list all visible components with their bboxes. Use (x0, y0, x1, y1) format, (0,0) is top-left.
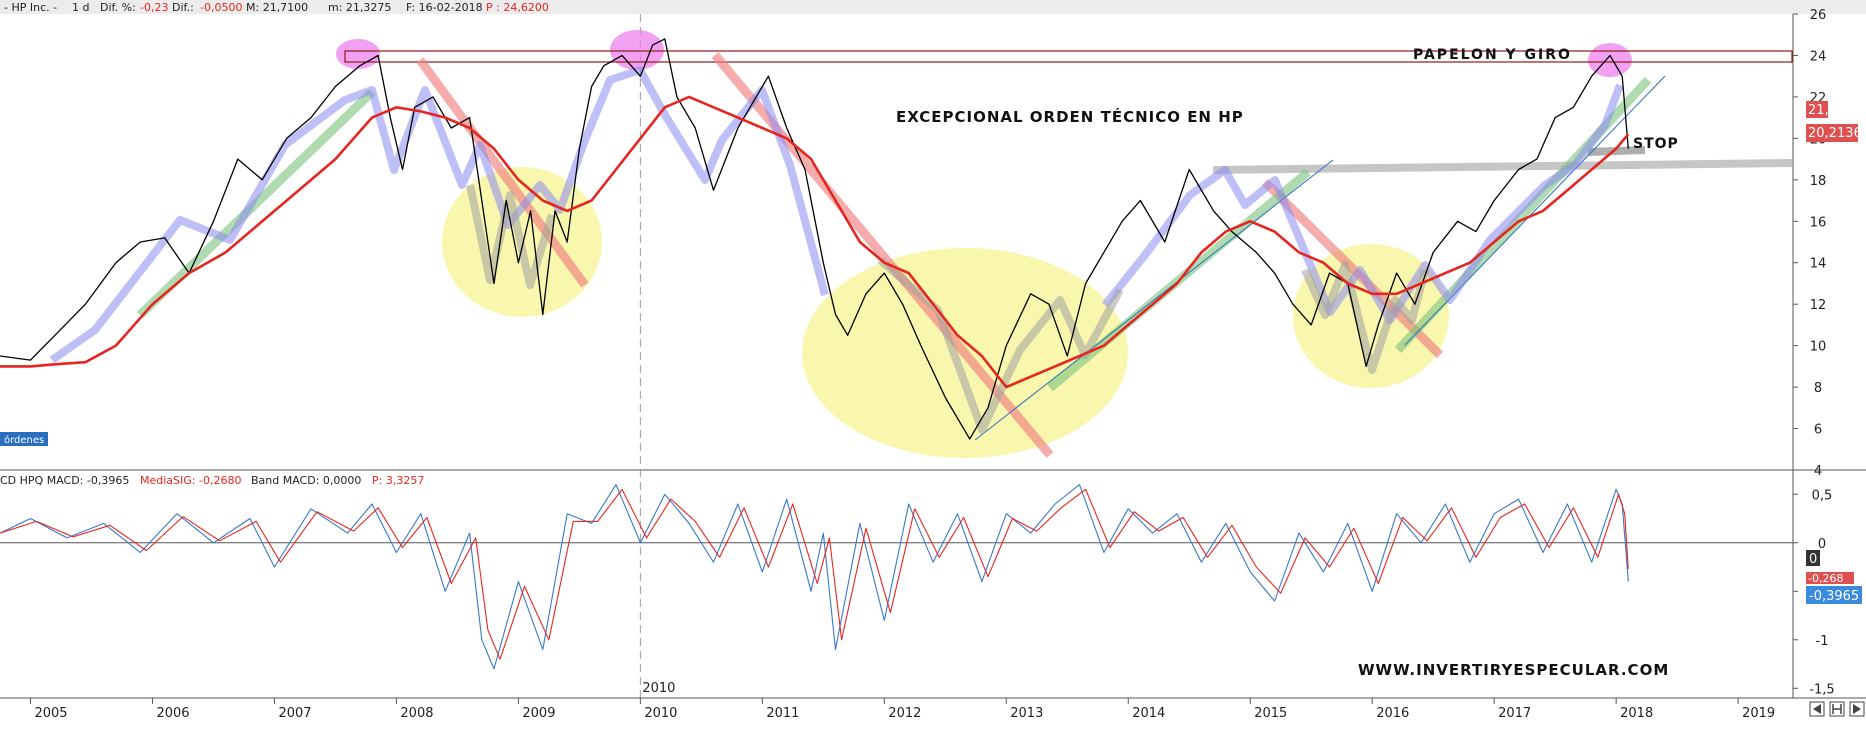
annotations-overlay (49, 30, 1793, 458)
max-label: M: 21,7100 (246, 1, 308, 14)
macd-signal: MediaSIG: -0,2680 (140, 474, 241, 487)
nav-last-glyph (1853, 704, 1861, 714)
min-label: m: 21,3275 (328, 1, 391, 14)
price-y-tick-label: 26 (1810, 8, 1827, 23)
price-tag-close-label: 21,4 (1808, 103, 1837, 118)
swing-zigzag-grey-2009 (466, 184, 556, 289)
price-y-tick-label: 6 (1814, 423, 1822, 438)
price-series-group (0, 38, 1630, 440)
info-bar (0, 0, 1866, 14)
year-marker-label: 2010 (642, 681, 675, 696)
change-pct-label: Dif. %: (100, 1, 136, 14)
price-tag-ma-label: 20,2136 (1808, 126, 1862, 141)
change-pct-value: -0,23 (140, 1, 168, 14)
period-label: 1 d (72, 1, 89, 14)
macd-line (0, 484, 1629, 670)
price-label: P : 24,6200 (486, 1, 549, 14)
x-tick-label: 2008 (400, 706, 433, 721)
orders-tag[interactable] (0, 432, 48, 446)
downtrend-band-2015 (1261, 178, 1444, 359)
x-tick-label: 2006 (156, 706, 189, 721)
price-y-axis: 468101214161820222426 (1793, 8, 1826, 479)
info-bar-text: - HP Inc. - 1 d Dif. %: -0,23 Dif.: -0,0… (4, 1, 549, 14)
chart-title-annotation: EXCEPCIONAL ORDEN TÉCNICO EN HP (896, 107, 1244, 126)
x-tick-label: 2017 (1498, 706, 1531, 721)
x-tick-label: 2009 (522, 706, 555, 721)
price-y-tick-label: 12 (1810, 298, 1827, 313)
x-tick-label: 2015 (1254, 706, 1287, 721)
macd-header: CD HPQ MACD: -0,3965 MediaSIG: -0,2680 B… (0, 474, 424, 487)
ticker-label: - HP Inc. - (4, 1, 57, 14)
macd-tag-value (1806, 586, 1862, 604)
macd-y-tick-label: 0,5 (1812, 488, 1833, 503)
top-circle-2010 (610, 30, 664, 70)
date-label: F: 16-02-2018 (406, 1, 483, 14)
resistance-box (344, 50, 1793, 63)
price-y-tick-label: 8 (1814, 381, 1822, 396)
macd-y-tick-label: 0 (1818, 537, 1826, 552)
price-y-tick-label: 14 (1810, 257, 1827, 272)
macd-y-tick-label: -1,5 (1809, 682, 1834, 697)
nav-first-glyph (1813, 704, 1821, 714)
swing-zigzag-grey-2016 (1301, 261, 1429, 374)
price-y-tick-label: 24 (1810, 49, 1827, 64)
price-y-tick-label: 16 (1810, 215, 1827, 230)
diff-value: -0,0500 (200, 1, 242, 14)
price-moving-average-line (0, 95, 1630, 389)
macd-tag-zero-label: 0 (1809, 552, 1817, 567)
nav-fit-glyph (1832, 704, 1842, 714)
macd-band: Band MACD: 0,0000 (251, 474, 361, 487)
x-tick-label: 2010 (644, 706, 677, 721)
orders-tag-label: órdenes (4, 434, 44, 446)
x-tick-label: 2005 (34, 706, 67, 721)
macd-series-group (0, 484, 1793, 670)
macd-tag-hidden-label: -0,268 (1808, 572, 1843, 585)
price-y-tick-label: 4 (1814, 464, 1822, 479)
highlight-ellipse-2016 (1293, 244, 1449, 388)
macd-tag-value-label: -0,3965 (1809, 589, 1859, 604)
price-tag-ma (1806, 124, 1858, 142)
support-band (1212, 159, 1793, 174)
uptrend-band-2006 (136, 88, 376, 319)
diff-label: Dif.: (172, 1, 194, 14)
price-y-tick-label: 18 (1810, 174, 1827, 189)
x-tick-label: 2016 (1376, 706, 1409, 721)
x-tick-label: 2014 (1132, 706, 1165, 721)
macd-y-tick-label: -1 (1816, 634, 1829, 649)
papelon-annotation: PAPELON Y GIRO (1413, 47, 1572, 63)
trendline-long (974, 159, 1334, 441)
website-annotation: WWW.INVERTIRYESPECULAR.COM (1358, 661, 1669, 679)
x-tick-label: 2011 (766, 706, 799, 721)
x-tick-label: 2013 (1010, 706, 1043, 721)
downtrend-band-2008 (416, 57, 589, 288)
macd-tag-zero (1806, 550, 1820, 566)
x-axis: 2005 2006 2007 2008 2009 2010 2011 2012 2013 2014… (29, 698, 1775, 721)
macd-name: CD HPQ MACD: -0,3965 (0, 474, 129, 487)
macd-tag-hidden (1806, 572, 1854, 584)
macd-p-value: P: 3,3257 (372, 474, 424, 487)
stop-annotation: STOP (1633, 136, 1679, 152)
macd-signal-line (0, 488, 1629, 660)
x-tick-label: 2018 (1620, 706, 1653, 721)
price-y-tick-label: 10 (1810, 340, 1827, 355)
price-close-line (0, 38, 1629, 440)
top-circle-2018 (1588, 43, 1632, 77)
top-circle-2007 (336, 39, 380, 69)
x-tick-label: 2019 (1742, 706, 1775, 721)
price-tag-close (1806, 101, 1828, 118)
swing-zigzag-a (49, 66, 829, 364)
x-tick-label: 2012 (888, 706, 921, 721)
stop-band (1587, 146, 1646, 156)
x-tick-label: 2007 (278, 706, 311, 721)
